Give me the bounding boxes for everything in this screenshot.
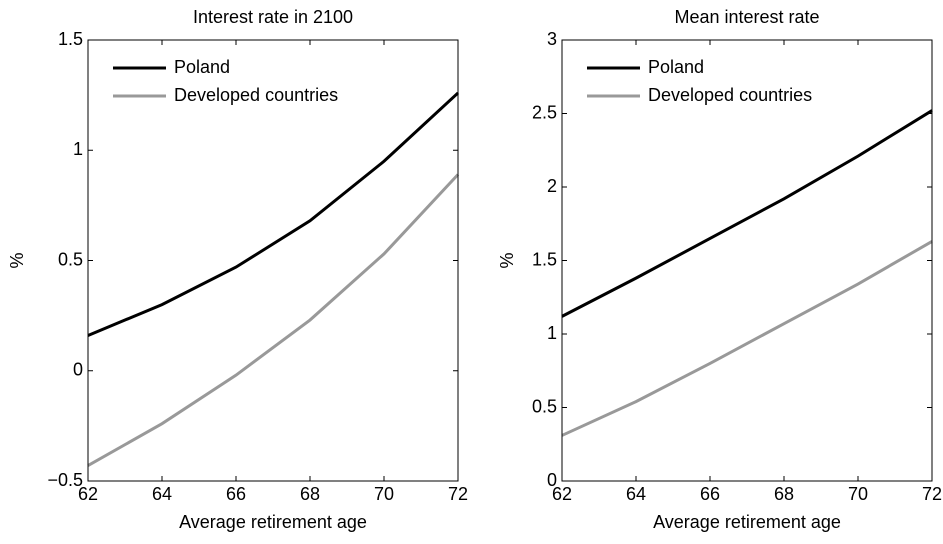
y-tick-label: 0 — [73, 360, 83, 380]
x-tick-label: 64 — [626, 484, 646, 504]
legend-label: Poland — [174, 57, 230, 77]
y-tick-label: 1.5 — [58, 29, 83, 49]
y-tick-label: 0.5 — [532, 396, 557, 416]
y-tick-label: 1 — [73, 139, 83, 159]
axis-box — [561, 39, 933, 482]
x-tick-label: 62 — [552, 484, 572, 504]
y-tick-label: 1.5 — [532, 249, 557, 269]
x-tick-label: 72 — [922, 484, 942, 504]
legend-label: Poland — [648, 57, 704, 77]
x-tick-label: 70 — [848, 484, 868, 504]
x-tick-label: 66 — [700, 484, 720, 504]
y-axis-label: % — [7, 252, 27, 268]
data-line — [87, 173, 460, 467]
legend-label: Developed countries — [648, 85, 812, 105]
x-tick-label: 68 — [774, 484, 794, 504]
data-line — [87, 91, 460, 337]
x-tick-label: 64 — [152, 484, 172, 504]
x-tick-label: 72 — [448, 484, 468, 504]
chart-title: Mean interest rate — [674, 7, 819, 27]
subplot: 62 64 66 68 70 72 0 0.5 1 1.5 2 2.5 3 Mean interest r… — [497, 7, 942, 532]
y-tick-label: −0.5 — [47, 470, 83, 490]
x-tick-label: 66 — [226, 484, 246, 504]
y-tick-label: 0.5 — [58, 249, 83, 269]
y-tick-label: 1 — [547, 323, 557, 343]
x-tick-label: 62 — [78, 484, 98, 504]
y-tick-label: 2 — [547, 176, 557, 196]
axis-box — [87, 39, 459, 482]
data-line — [561, 109, 933, 318]
y-axis-label: % — [497, 252, 517, 268]
data-line — [561, 240, 933, 437]
y-tick-label: 3 — [547, 29, 557, 49]
subplot: 62 64 66 68 70 72 −0.5 0 0.5 1 1.5 Interest rate in… — [7, 7, 468, 532]
chart-title: Interest rate in 2100 — [193, 7, 353, 27]
x-tick-label: 68 — [300, 484, 320, 504]
legend-label: Developed countries — [174, 85, 338, 105]
y-tick-label: 2.5 — [532, 102, 557, 122]
x-axis-label: Average retirement age — [179, 512, 367, 532]
x-axis-label: Average retirement age — [653, 512, 841, 532]
y-tick-label: 0 — [547, 470, 557, 490]
x-tick-label: 70 — [374, 484, 394, 504]
